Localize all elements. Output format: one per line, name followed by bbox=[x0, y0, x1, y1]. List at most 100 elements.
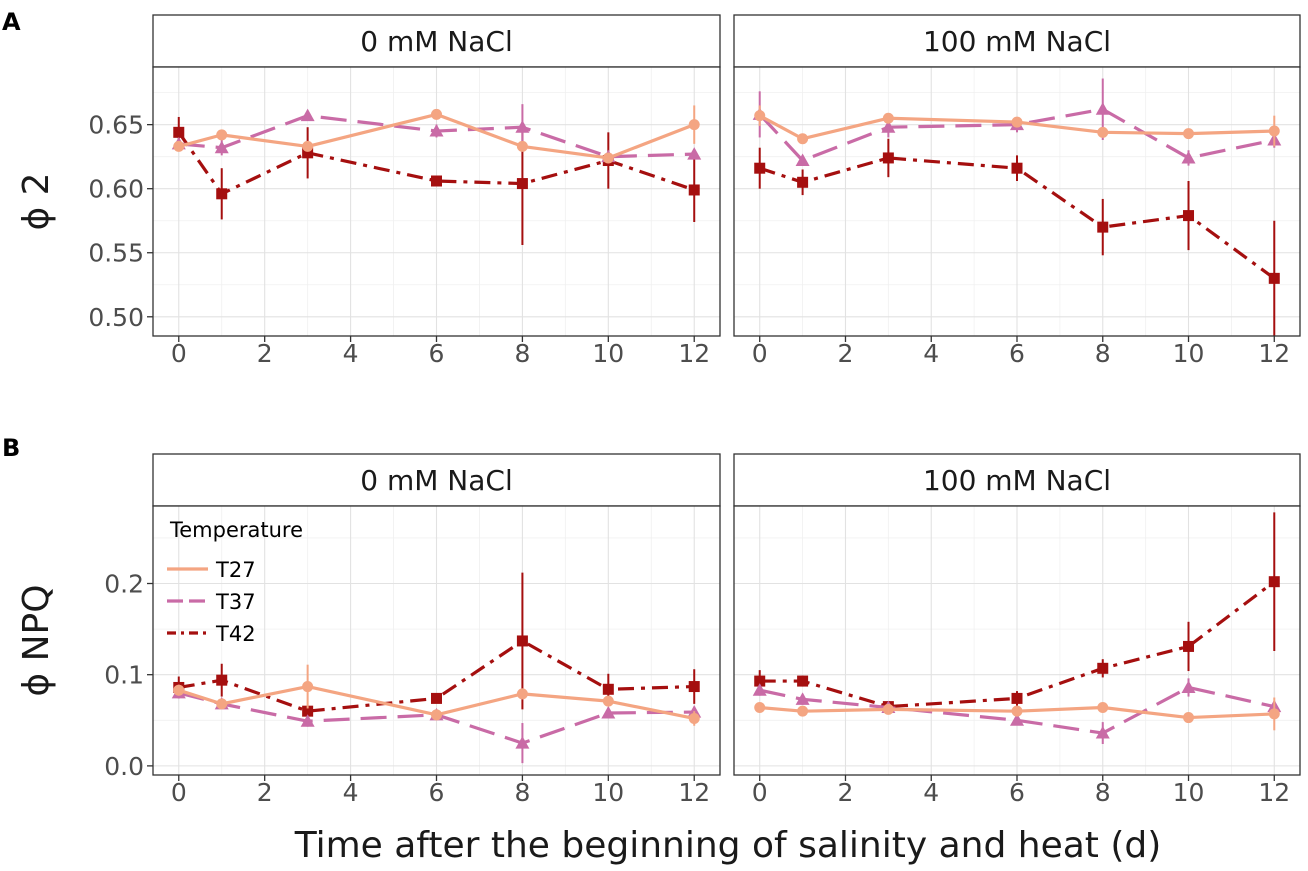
data-point bbox=[754, 702, 766, 714]
data-point bbox=[429, 124, 444, 137]
data-point bbox=[516, 178, 528, 190]
panel-letter-a: A bbox=[2, 8, 21, 36]
y-tick-label: 0.65 bbox=[88, 111, 144, 140]
data-point bbox=[1097, 662, 1109, 674]
data-point bbox=[302, 147, 314, 159]
x-tick-label: 12 bbox=[1258, 339, 1290, 368]
data-point bbox=[1011, 705, 1023, 717]
series-t42 bbox=[754, 138, 1280, 336]
facet-strip-label: 100 mM NaCl bbox=[923, 464, 1111, 497]
x-tick-label: 10 bbox=[1173, 778, 1205, 807]
y-tick-label: 0.1 bbox=[104, 661, 144, 690]
series-t27 bbox=[173, 664, 700, 726]
data-point bbox=[516, 688, 528, 700]
data-point bbox=[1011, 162, 1023, 174]
facet-strip-label: 0 mM NaCl bbox=[360, 464, 512, 497]
data-point bbox=[688, 712, 700, 724]
x-tick-label: 8 bbox=[514, 778, 530, 807]
data-point bbox=[300, 714, 315, 727]
data-point bbox=[515, 120, 530, 133]
y-tick-label: 0.60 bbox=[88, 175, 144, 204]
data-point bbox=[515, 736, 530, 749]
data-point bbox=[752, 683, 767, 696]
data-point bbox=[302, 681, 314, 693]
data-point bbox=[1268, 708, 1280, 720]
data-point bbox=[431, 709, 442, 721]
x-tick-label: 0 bbox=[171, 339, 187, 368]
data-point bbox=[216, 698, 228, 710]
series-t42 bbox=[173, 572, 700, 717]
y-axis-title-b: ϕ NPQ bbox=[16, 584, 57, 696]
data-point bbox=[216, 674, 228, 686]
data-point bbox=[173, 684, 185, 696]
data-point bbox=[1268, 576, 1280, 588]
x-tick-label: 6 bbox=[429, 339, 445, 368]
legend-label-t42: T42 bbox=[215, 622, 256, 646]
data-point bbox=[1183, 210, 1195, 222]
data-point bbox=[300, 108, 315, 122]
facet-b-0: 0 mM NaCl 0 2 4 6 8 10 12 0.0 0.1 0.2 bbox=[104, 453, 721, 807]
x-tick-label: 8 bbox=[514, 339, 530, 368]
data-point bbox=[688, 184, 700, 196]
data-point bbox=[1097, 221, 1109, 233]
facet-a-1: 100 mM NaCl 0 2 4 6 8 10 12 bbox=[733, 14, 1301, 368]
data-point bbox=[688, 681, 700, 693]
facet-strip-label: 100 mM NaCl bbox=[923, 25, 1111, 58]
data-point bbox=[516, 140, 528, 152]
data-point bbox=[1095, 726, 1110, 739]
series-t27 bbox=[173, 105, 700, 164]
data-point bbox=[1097, 126, 1109, 138]
data-point bbox=[754, 162, 766, 174]
data-point bbox=[1010, 713, 1024, 726]
legend-title: Temperature bbox=[169, 518, 303, 542]
data-point bbox=[216, 188, 228, 200]
panel-letter-b: B bbox=[2, 434, 20, 462]
data-point bbox=[216, 129, 228, 141]
data-point bbox=[754, 110, 766, 122]
x-tick-label: 10 bbox=[592, 339, 624, 368]
data-point bbox=[302, 705, 314, 717]
data-point bbox=[516, 635, 528, 647]
x-tick-label: 0 bbox=[752, 339, 768, 368]
facet-a-0: 0 mM NaCl 0 2 4 6 8 10 12 0.50 0.55 0.60 0.65 bbox=[88, 14, 721, 368]
x-tick-label: 2 bbox=[257, 778, 273, 807]
data-point bbox=[1011, 116, 1023, 128]
data-point bbox=[173, 140, 185, 152]
data-point bbox=[797, 133, 809, 145]
x-tick-label: 8 bbox=[1095, 339, 1111, 368]
data-point bbox=[1183, 128, 1195, 140]
data-point bbox=[302, 140, 314, 152]
data-point bbox=[1181, 150, 1196, 164]
data-point bbox=[173, 126, 185, 138]
data-point bbox=[431, 175, 442, 187]
data-point bbox=[795, 153, 810, 167]
y-tick-label: 0.0 bbox=[104, 752, 144, 781]
data-point bbox=[431, 692, 442, 704]
x-tick-label: 4 bbox=[923, 339, 939, 368]
x-tick-label: 12 bbox=[1258, 778, 1290, 807]
x-tick-label: 2 bbox=[838, 339, 854, 368]
data-point bbox=[882, 703, 894, 715]
series-t42 bbox=[754, 512, 1280, 713]
x-tick-label: 0 bbox=[171, 778, 187, 807]
data-point bbox=[797, 675, 809, 687]
data-point bbox=[797, 705, 809, 717]
data-point bbox=[1183, 640, 1195, 652]
x-tick-label: 8 bbox=[1095, 778, 1111, 807]
x-tick-label: 4 bbox=[343, 778, 359, 807]
facet-b-1: 100 mM NaCl 0 2 4 6 8 10 12 bbox=[733, 453, 1301, 807]
x-tick-label: 10 bbox=[1173, 339, 1205, 368]
data-point bbox=[1183, 712, 1195, 724]
y-tick-label: 0.55 bbox=[88, 239, 144, 268]
facet-strip-label: 0 mM NaCl bbox=[360, 25, 512, 58]
data-point bbox=[882, 112, 894, 124]
data-point bbox=[688, 119, 700, 131]
data-point bbox=[881, 120, 896, 133]
data-point bbox=[1268, 125, 1280, 137]
data-point bbox=[602, 152, 614, 164]
x-tick-label: 4 bbox=[343, 339, 359, 368]
facet-strip bbox=[733, 14, 1301, 68]
series-t27 bbox=[754, 105, 1280, 147]
x-tick-label: 4 bbox=[923, 778, 939, 807]
data-point bbox=[1181, 680, 1196, 693]
